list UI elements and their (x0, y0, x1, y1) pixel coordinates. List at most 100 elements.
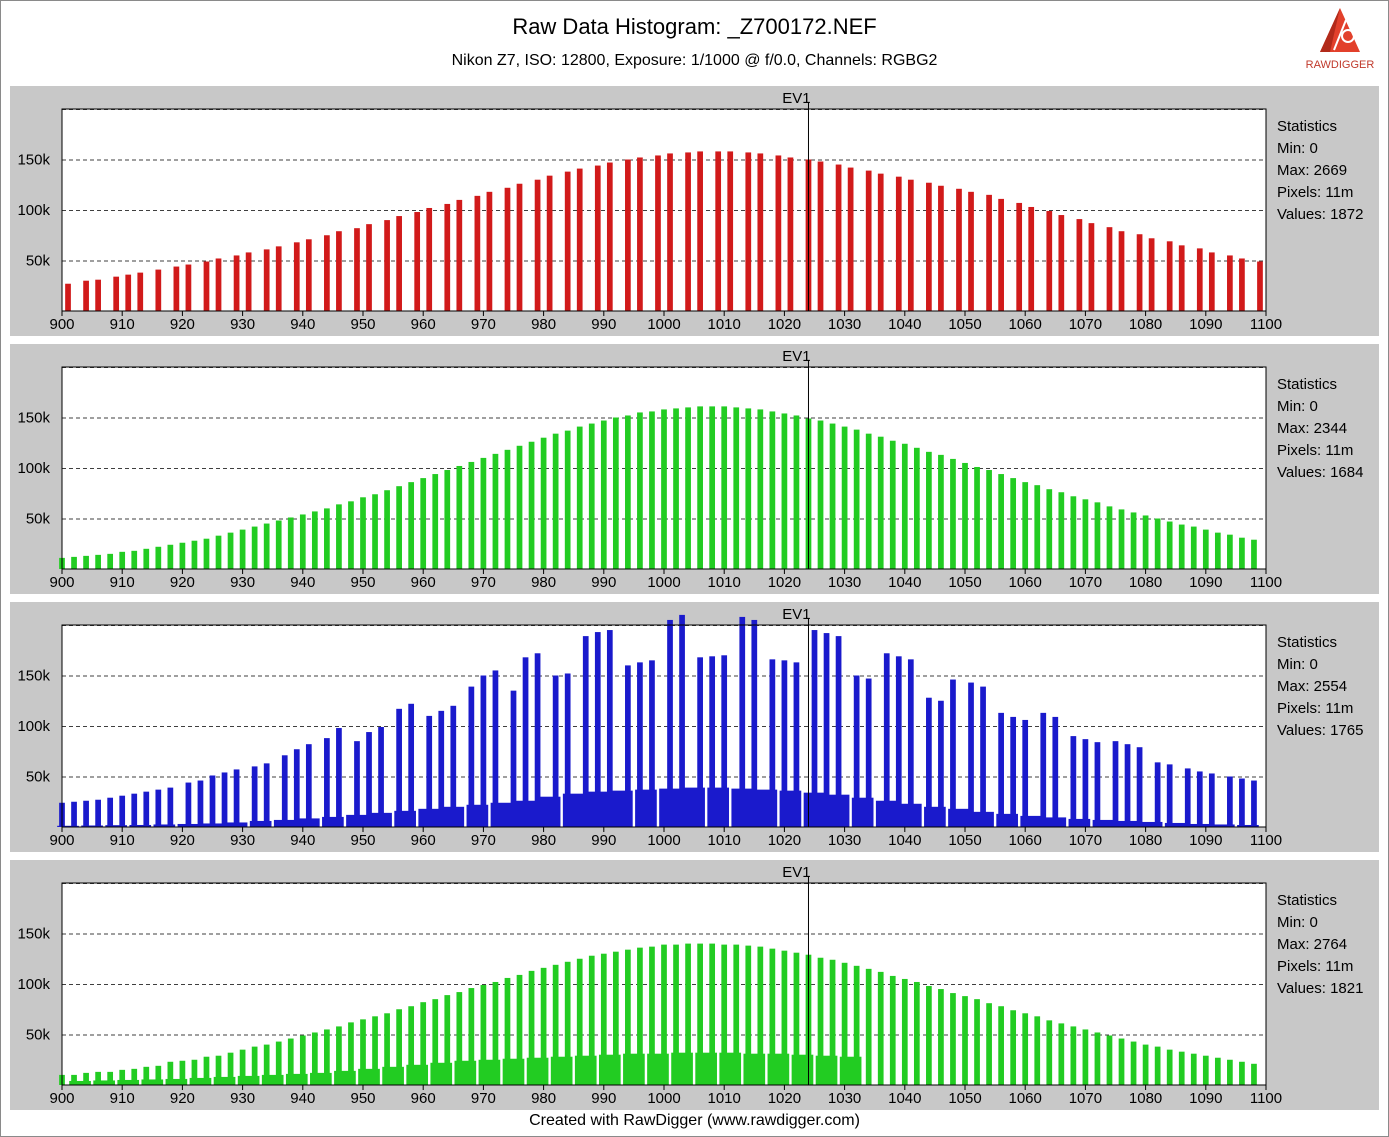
histogram-bar (745, 408, 752, 569)
histogram-bar (1016, 202, 1023, 311)
histogram-base-bar (827, 794, 850, 827)
histogram-base-bar (261, 1074, 284, 1085)
histogram-base-bar (490, 802, 513, 827)
histogram-bar (576, 958, 583, 1085)
histogram-base-bar (165, 1078, 188, 1085)
histogram-base-bar (526, 1057, 549, 1085)
histogram-bar (1227, 1059, 1233, 1085)
histogram-bar (1166, 764, 1173, 827)
histogram-bar (480, 985, 487, 1085)
histogram-base-bar (948, 808, 970, 827)
histogram-bar (1227, 534, 1233, 569)
histogram-bar (564, 430, 571, 569)
histogram-bar (1052, 716, 1059, 827)
histogram-base-bar (767, 1053, 790, 1085)
histogram-bar (1022, 482, 1029, 569)
x-tick-label: 1070 (1069, 832, 1102, 849)
histogram-bar (65, 283, 71, 311)
histogram-bar (612, 417, 619, 569)
histogram-base-bar (201, 823, 224, 827)
histogram-bar (215, 535, 222, 569)
histogram-bar (510, 690, 517, 827)
histogram-base-bar (418, 808, 441, 827)
x-tick-label: 1070 (1069, 316, 1102, 333)
histogram-base-bar (1116, 820, 1139, 827)
histogram-bar (564, 171, 571, 311)
histogram-bar (721, 406, 728, 569)
histogram-bar (1227, 776, 1233, 827)
histogram-bar (155, 789, 162, 827)
statistics-r: Statistics Min: 0 Max: 2669 Pixels: 11m … (1277, 116, 1363, 226)
histogram-bar (901, 978, 908, 1085)
x-tick-label: 990 (591, 1090, 616, 1107)
histogram-bar (1227, 255, 1233, 311)
chart-subtitle: Nikon Z7, ISO: 12800, Exposure: 1/1000 @… (451, 52, 938, 69)
stats-values: Values: 1872 (1277, 206, 1364, 223)
histogram-bar (215, 1055, 222, 1085)
statistics-b: Statistics Min: 0 Max: 2554 Pixels: 11m … (1277, 632, 1363, 742)
histogram-bar (71, 556, 77, 569)
stats-max: Max: 2764 (1277, 936, 1348, 953)
histogram-base-bar (1020, 815, 1043, 827)
histogram-bar (378, 727, 384, 827)
x-tick-label: 940 (290, 1090, 315, 1107)
x-tick-label: 1030 (828, 316, 861, 333)
histogram-bar (1214, 532, 1221, 569)
histogram-bar (107, 553, 114, 569)
histogram-bar (907, 179, 914, 311)
histogram-bar (1166, 1049, 1173, 1085)
histogram-bar (95, 799, 101, 827)
x-tick-label: 1100 (1250, 1090, 1282, 1107)
histogram-bar (468, 988, 475, 1085)
logo-text: RAWDIGGER (1306, 59, 1375, 71)
x-tick-label: 950 (350, 574, 375, 591)
histogram-bar (324, 235, 330, 311)
histogram-bar (522, 657, 529, 827)
x-tick-label: 1070 (1069, 1090, 1102, 1107)
histogram-bar (1251, 1063, 1257, 1085)
histogram-bar (1028, 206, 1035, 311)
stats-values: Values: 1821 (1277, 980, 1364, 997)
x-tick-label: 1050 (948, 574, 981, 591)
x-tick-label: 900 (49, 1090, 74, 1107)
histogram-bar (131, 550, 138, 569)
histogram-bar (1106, 1035, 1113, 1085)
x-tick-label: 1060 (1009, 1090, 1042, 1107)
histogram-bar (998, 474, 1004, 569)
histogram-bar (1094, 502, 1101, 569)
x-tick-label: 900 (49, 316, 74, 333)
histogram-base-bar (237, 1075, 260, 1085)
x-tick-label: 960 (411, 832, 436, 849)
histogram-bar (685, 152, 691, 311)
x-tick-label: 930 (230, 316, 255, 333)
histogram-bar (625, 665, 631, 827)
histogram-bar (311, 1032, 318, 1085)
histogram-bar (251, 526, 258, 569)
histogram-bar (1142, 1044, 1149, 1085)
footer-credit: Created with RawDigger (www.rawdigger.co… (529, 1112, 860, 1129)
histogram-base-bar (671, 1052, 693, 1085)
histogram-bar (426, 715, 433, 827)
histogram-bar (847, 167, 854, 311)
histogram-base-bar (478, 1059, 501, 1085)
histogram-bar (287, 517, 294, 569)
histogram-base-bar (707, 787, 730, 827)
histogram-base-bar (899, 803, 922, 827)
histogram-bar (348, 1022, 354, 1085)
histogram-bar (962, 996, 968, 1085)
histogram-bar (528, 441, 535, 569)
histogram-base-bar (538, 796, 561, 827)
histogram-bar (835, 164, 842, 311)
histogram-bar (396, 486, 402, 569)
histogram-bar (817, 161, 824, 311)
histogram-bar (263, 763, 270, 827)
histogram-bar (1022, 1013, 1029, 1085)
histogram-panel-g: EV1 50k 100k 150k 900 910 920 930 940 950 960 970 98… (10, 344, 1379, 594)
histogram-bar (1178, 245, 1185, 311)
histogram-bar (456, 465, 463, 569)
histogram-bar (582, 636, 589, 827)
histogram-base-bar (466, 804, 489, 827)
x-tick-label: 1090 (1189, 574, 1222, 591)
histogram-bar (793, 662, 800, 827)
histogram-bar (968, 682, 974, 827)
